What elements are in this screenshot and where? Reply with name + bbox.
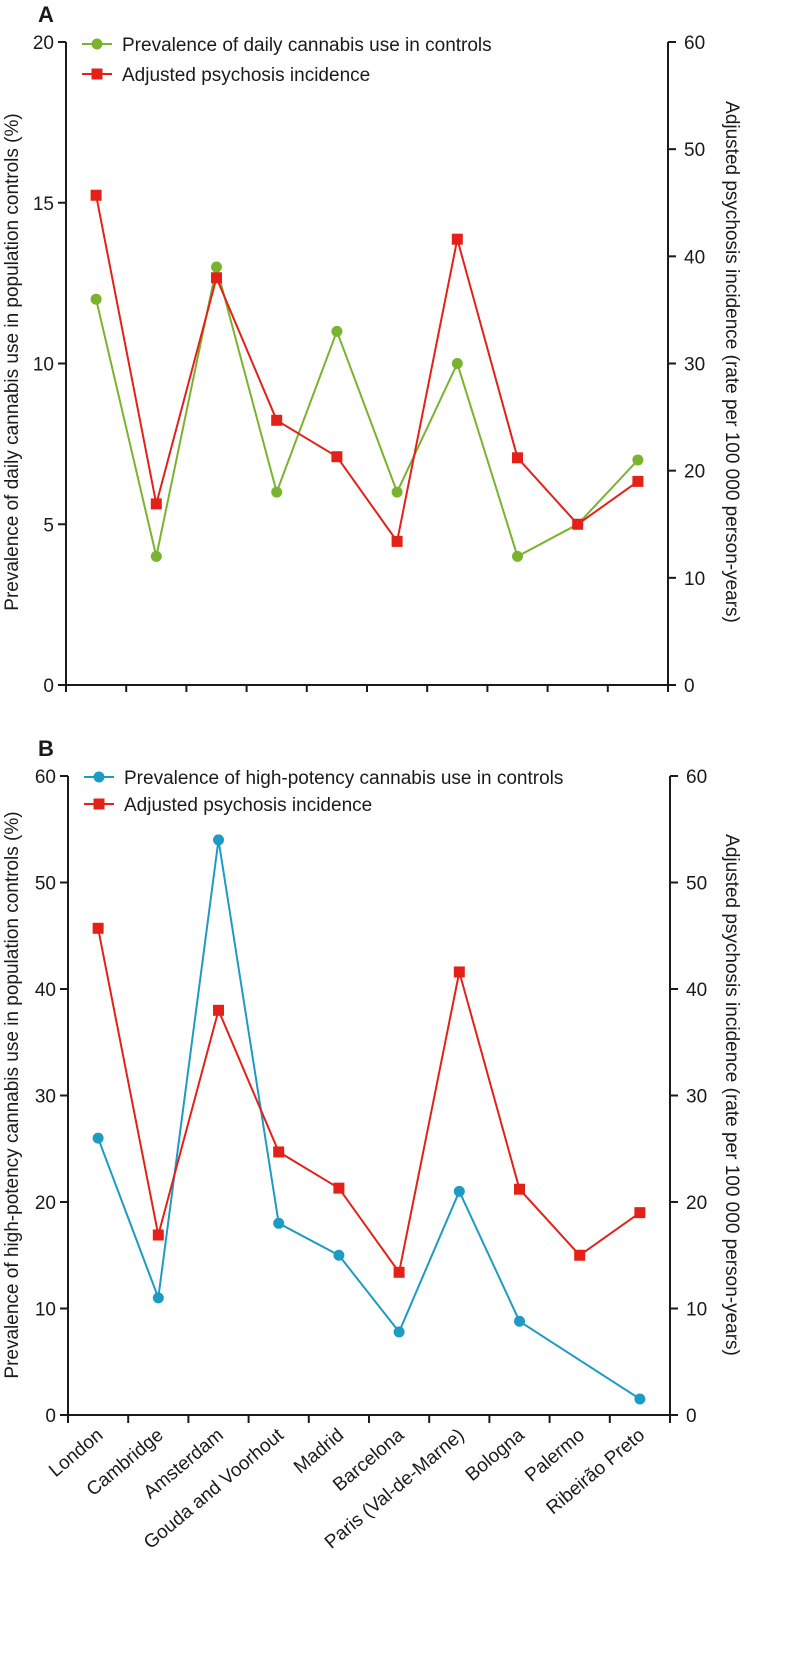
panel-b-right-axis-title: Adjusted psychosis incidence (rate per 1… [721,834,742,1356]
panel-a-label: A [38,2,54,27]
panel-a-right-axis-title: Adjusted psychosis incidence (rate per 1… [721,101,742,623]
panel-a-right-tick-label: 20 [684,462,705,483]
legend-label-psychosis: Adjusted psychosis incidence [124,795,372,816]
panel-a-left-tick-label: 20 [33,33,54,54]
panel-a-left-axis-title: Prevalence of daily cannabis use in popu… [2,113,23,610]
panel-b: B 0 10 20 30 40 50 60 0 10 20 30 40 50 60 Prevalence … [2,736,742,1427]
panel-b-point-prevalence-0 [92,1132,104,1144]
legend-label-high-potency: Prevalence of high-potency cannabis use … [124,768,563,789]
panel-a-left-tick-label: 10 [33,355,54,376]
panel-a-point-psychosis-0 [90,189,102,201]
panel-b-right-tick-label: 30 [686,1087,707,1108]
legend-circle-blue [93,771,105,783]
panel-b-series-line-psychosis-incidence [97,928,641,1275]
panel-b-left-tick-label: 20 [35,1193,56,1214]
panel-b-right-tick-label: 10 [686,1300,707,1321]
panel-a-point-psychosis-1 [150,498,162,510]
panel-b-left-axis-title: Prevalence of high-potency cannabis use … [2,811,23,1378]
panel-b-point-psychosis-3 [273,1146,285,1158]
panel-a-point-prevalence-4 [331,325,343,337]
panel-b-label: B [38,736,54,761]
panel-a-point-psychosis-6 [451,233,463,245]
panel-a-left-tick-label: 15 [33,194,54,215]
panel-a-point-prevalence-0 [90,293,102,305]
legend-label-psychosis: Adjusted psychosis incidence [122,65,370,86]
panel-b-point-prevalence-2 [213,834,224,846]
panel-a-point-prevalence-6 [451,358,463,369]
panel-b-right-tick-label: 0 [686,1406,697,1427]
category-label-7: Bologna [462,1424,529,1485]
panel-a-point-psychosis-3 [271,414,283,426]
panel-b-point-psychosis-9 [634,1207,646,1219]
panel-a-right-tick-label: 30 [684,355,705,376]
panel-b-point-prevalence-5 [393,1326,405,1338]
panel-a-point-psychosis-4 [331,451,343,463]
panel-a-series-line-psychosis-incidence [95,195,639,544]
panel-a-legend: Prevalence of daily cannabis use in cont… [82,35,492,86]
panel-b-right-tick-label: 20 [686,1193,707,1214]
panel-b-point-psychosis-8 [574,1249,586,1261]
panel-b-point-psychosis-7 [514,1183,525,1195]
panel-b-right-tick-label: 60 [686,767,707,788]
panel-a-point-psychosis-8 [572,518,584,530]
panel-a-right-tick-label: 0 [684,676,695,697]
panel-b-series-line-cannabis-prevalence [97,839,641,1400]
panel-a-point-prevalence-2 [211,261,222,273]
panel-a-series-line-cannabis-prevalence [95,266,639,558]
panel-b-point-prevalence-6 [453,1185,465,1197]
panel-b-right-tick-label: 50 [686,874,707,895]
panel-a-left-tick-label: 5 [43,515,54,536]
legend-circle-green [91,38,103,50]
panel-b-legend: Prevalence of high-potency cannabis use … [84,768,563,816]
panel-b-left-tick-label: 50 [35,874,56,895]
panel-a-right-tick-label: 60 [684,33,705,54]
panel-b-point-psychosis-2 [213,1004,224,1016]
legend-square-red [93,798,105,810]
panel-b-point-prevalence-9 [634,1393,646,1405]
panel-a-left-tick-label: 0 [43,676,54,697]
panel-a-right-tick-label: 10 [684,569,705,590]
panel-a-point-prevalence-9 [632,454,644,466]
panel-a-point-prevalence-3 [271,486,283,498]
panel-a: A 0 5 10 15 20 0 10 20 30 40 50 60 Prevalence of da… [2,2,742,697]
panel-b-right-tick-label: 40 [686,980,707,1001]
panel-b-point-psychosis-5 [393,1266,405,1278]
panel-b-point-prevalence-4 [333,1249,345,1261]
panel-a-point-prevalence-7 [512,550,523,562]
panel-a-point-psychosis-7 [512,452,523,464]
panel-b-left-tick-label: 30 [35,1087,56,1108]
panel-b-left-tick-label: 0 [45,1406,56,1427]
panel-a-point-prevalence-5 [391,486,403,498]
legend-square-red [91,68,103,80]
panel-b-left-tick-label: 10 [35,1300,56,1321]
panel-b-point-psychosis-0 [92,922,104,934]
panel-a-point-psychosis-2 [211,272,222,284]
panel-a-point-psychosis-9 [632,475,644,487]
panel-b-point-psychosis-4 [333,1182,345,1194]
panel-a-right-tick-label: 50 [684,140,705,161]
panel-b-point-psychosis-1 [152,1229,164,1241]
panel-a-point-psychosis-5 [391,535,403,547]
panel-b-point-prevalence-3 [273,1217,285,1229]
panel-b-point-prevalence-7 [514,1315,525,1327]
legend-label-daily-use: Prevalence of daily cannabis use in cont… [122,35,492,56]
panel-b-left-tick-label: 60 [35,767,56,788]
panel-a-right-tick-label: 40 [684,247,705,268]
panel-b-point-prevalence-1 [152,1292,164,1304]
panel-b-left-tick-label: 40 [35,980,56,1001]
panel-b-point-psychosis-6 [453,966,465,978]
panel-a-point-prevalence-1 [150,550,162,562]
